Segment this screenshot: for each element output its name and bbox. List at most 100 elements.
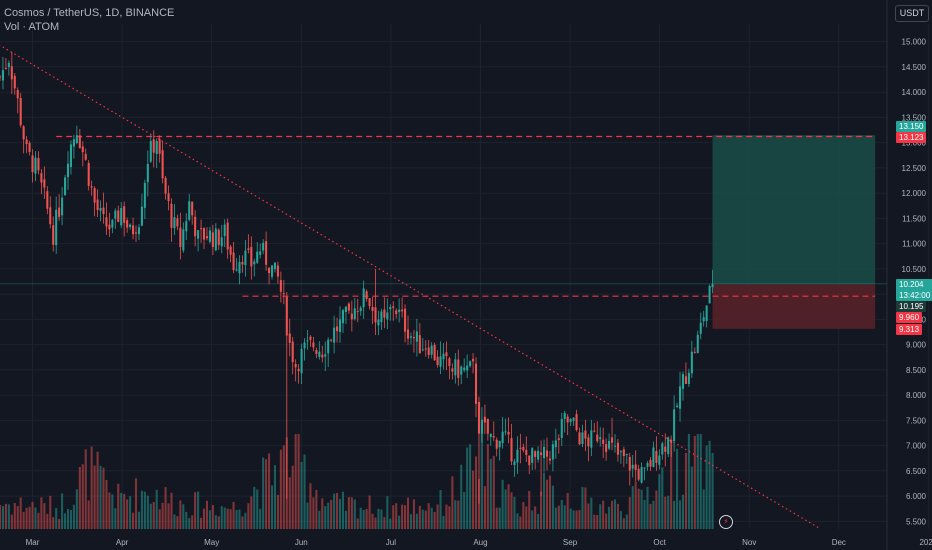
- candle-body: [605, 444, 608, 452]
- volume-bar: [395, 503, 398, 529]
- candle-body: [584, 430, 587, 439]
- volume-bar: [392, 505, 395, 529]
- candle-body: [270, 265, 274, 277]
- volume-bar: [501, 479, 504, 529]
- lightning-icon[interactable]: ⚡: [719, 515, 733, 529]
- candle-body: [232, 252, 235, 271]
- volume-bar: [486, 444, 489, 529]
- volume-bar: [318, 510, 321, 529]
- volume-bar: [534, 506, 537, 529]
- candle-body: [415, 331, 418, 342]
- candle-body: [129, 224, 132, 228]
- candle-body: [102, 207, 105, 215]
- volume-bar: [214, 515, 217, 529]
- volume-bar: [306, 502, 309, 529]
- volume-bar: [404, 505, 407, 529]
- candle-body: [540, 452, 543, 456]
- volume-bar: [608, 506, 611, 529]
- volume-bar: [205, 500, 209, 529]
- volume-bar: [350, 497, 353, 529]
- volume-bar: [120, 492, 123, 529]
- volume-bar: [208, 510, 211, 529]
- candle-body: [173, 217, 176, 229]
- candle-body: [492, 436, 495, 438]
- volume-bar: [540, 491, 543, 529]
- chart-legend: Cosmos / TetherUS, 1D, BINANCE Vol · ATO…: [4, 6, 174, 34]
- candle-body: [10, 66, 13, 80]
- volume-bar: [625, 514, 628, 529]
- volume-bar: [188, 517, 191, 529]
- candle-body: [185, 221, 188, 232]
- candle-body: [0, 76, 2, 78]
- volume-bar: [445, 504, 448, 529]
- candle-body: [374, 307, 377, 323]
- volume-bar: [220, 506, 223, 529]
- volume-bar: [554, 507, 557, 529]
- candle-body: [259, 251, 262, 255]
- volume-bar: [661, 467, 664, 529]
- volume-bar: [412, 499, 415, 529]
- candle-body: [489, 433, 492, 437]
- volume-bar: [7, 504, 10, 529]
- volume-bar: [268, 453, 271, 529]
- volume-bar: [202, 508, 206, 529]
- time-tick-label: Dec: [832, 538, 846, 547]
- candle-body: [596, 434, 599, 442]
- volume-bar: [522, 501, 525, 529]
- volume-bar: [132, 512, 135, 529]
- candle-body: [681, 374, 685, 389]
- candle-body: [643, 467, 646, 469]
- volume-bar: [513, 496, 516, 529]
- candle-body: [179, 227, 182, 248]
- candle-body: [474, 363, 478, 404]
- candle-body: [608, 440, 611, 449]
- candle-body: [123, 206, 126, 223]
- candle-body: [498, 440, 501, 448]
- candle-body: [4, 68, 7, 70]
- candle-body: [46, 191, 49, 209]
- candle-body: [306, 340, 309, 342]
- volume-bar: [52, 517, 55, 529]
- candle-body: [436, 356, 439, 366]
- candle-body: [625, 454, 628, 456]
- candle-body: [380, 311, 383, 323]
- price-tick-label: 8.500: [906, 366, 927, 375]
- currency-button[interactable]: USDT: [895, 5, 929, 22]
- volume-bar: [646, 486, 649, 529]
- candle-body: [37, 157, 40, 171]
- price-tick-label: 6.000: [906, 492, 927, 501]
- candle-body: [347, 303, 350, 311]
- volume-bar: [489, 458, 492, 529]
- time-tick-label: May: [204, 538, 219, 547]
- volume-bar: [270, 485, 274, 529]
- candle-body: [132, 225, 135, 235]
- volume-bar: [389, 518, 392, 529]
- candle-body: [483, 416, 486, 423]
- candle-body: [362, 288, 365, 308]
- volume-bar: [232, 501, 235, 529]
- candle-body: [81, 146, 84, 153]
- volume-bar: [341, 491, 345, 529]
- candle-body: [646, 463, 649, 467]
- volume-bar: [575, 510, 578, 529]
- candle-body: [217, 229, 220, 245]
- volume-bar: [333, 493, 336, 529]
- time-tick-label: Oct: [653, 538, 666, 547]
- candle-body: [581, 432, 584, 445]
- volume-bar: [117, 483, 120, 529]
- volume-bar: [288, 477, 291, 529]
- candle-body: [31, 155, 34, 173]
- volume-bar: [123, 493, 126, 529]
- volume-bar: [548, 475, 551, 529]
- candle-body: [365, 291, 368, 299]
- candle-body: [194, 216, 197, 237]
- volume-indicator-label[interactable]: Vol · ATOM: [4, 21, 60, 33]
- volume-bar: [658, 474, 661, 529]
- volume-bar: [560, 499, 563, 529]
- volume-bar: [69, 510, 72, 529]
- volume-bar: [324, 506, 327, 529]
- candle-body: [226, 222, 229, 250]
- volume-bar: [84, 449, 87, 529]
- symbol-title[interactable]: Cosmos / TetherUS, 1D, BINANCE: [4, 7, 175, 19]
